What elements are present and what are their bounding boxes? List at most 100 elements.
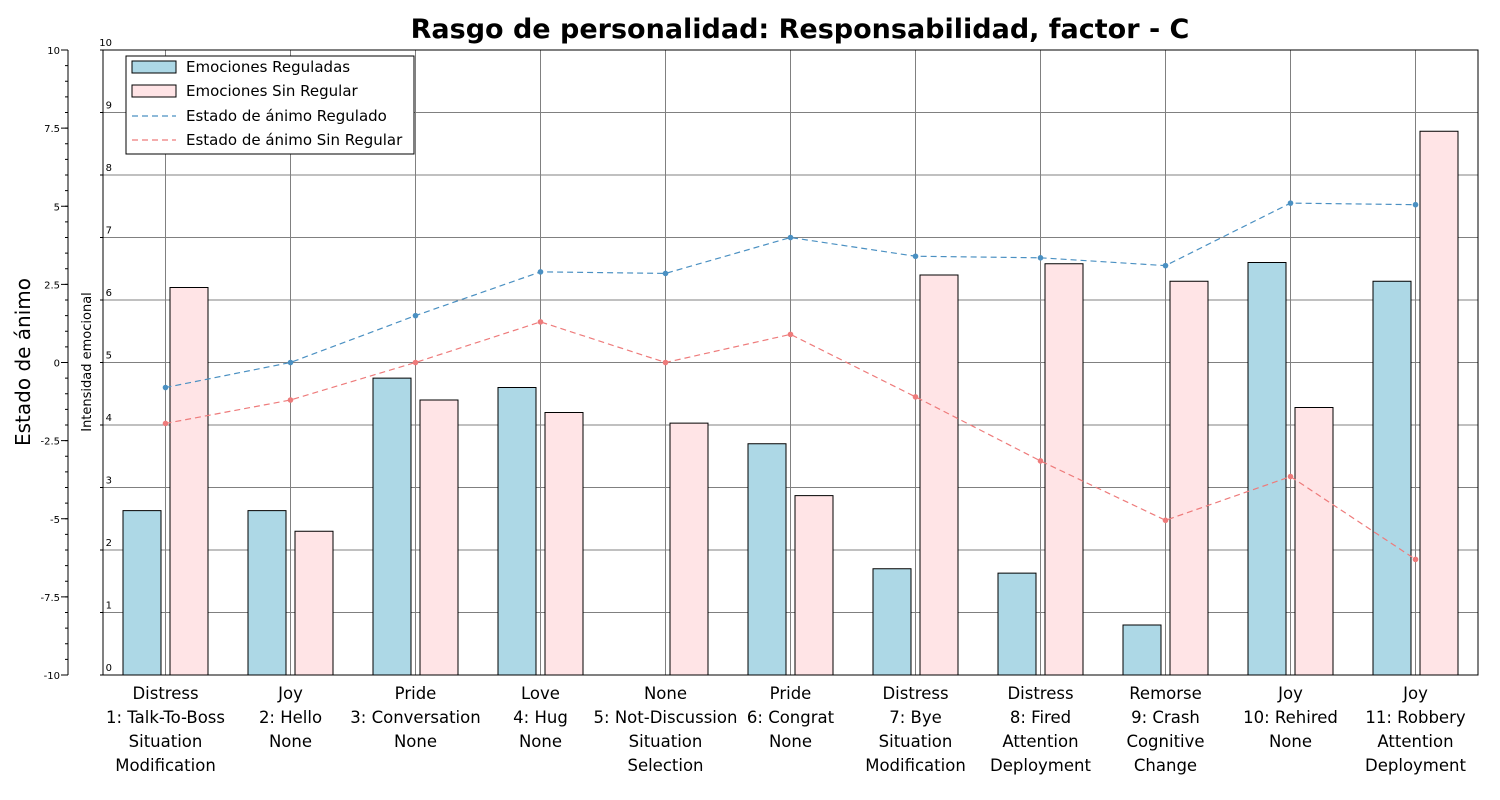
x-tick-label: 9: Crash xyxy=(1131,708,1200,727)
bar-unregulated xyxy=(1294,407,1334,676)
x-tick-label: Distress xyxy=(1007,684,1073,703)
x-tick-label: 7: Bye xyxy=(889,708,942,727)
x-tick-label: Joy xyxy=(277,684,303,703)
x-tick-label: Distress xyxy=(882,684,948,703)
x-tick-label: 2: Hello xyxy=(259,708,322,727)
x-tick-label: Cognitive xyxy=(1126,732,1204,751)
line-point xyxy=(787,331,794,338)
line-point xyxy=(1162,262,1169,269)
x-tick-label: Deployment xyxy=(990,756,1091,775)
x-tick-label: Attention xyxy=(1377,732,1453,751)
bar-regulated xyxy=(1247,262,1287,676)
chart-title: Rasgo de personalidad: Responsabilidad, … xyxy=(411,14,1190,45)
x-tick-label: None xyxy=(394,732,437,751)
bar-unregulated xyxy=(1044,263,1084,676)
x-tick-label: 3: Conversation xyxy=(350,708,480,727)
intensity-tick-label: 4 xyxy=(106,413,112,424)
bar-regulated xyxy=(997,572,1037,676)
legend: Emociones Reguladas Emociones Sin Regular… xyxy=(125,55,415,155)
x-tick-label: 4: Hug xyxy=(513,708,568,727)
mood-tick-label: 0 xyxy=(54,359,60,370)
x-tick-label: Remorse xyxy=(1129,684,1202,703)
intensity-tick-label: 5 xyxy=(106,351,112,362)
legend-label: Estado de ánimo Regulado xyxy=(186,107,387,125)
x-tick-label: 10: Rehired xyxy=(1243,708,1338,727)
bar-regulated xyxy=(1372,280,1412,676)
legend-label: Estado de ánimo Sin Regular xyxy=(186,131,403,149)
legend-label: Emociones Sin Regular xyxy=(186,82,359,100)
bar-regulated xyxy=(747,443,787,676)
bar-unregulated xyxy=(294,530,334,676)
x-tick-label: 8: Fired xyxy=(1010,708,1071,727)
x-tick-label: Pride xyxy=(770,684,812,703)
intensity-tick-label: 6 xyxy=(106,288,112,299)
legend-label: Emociones Reguladas xyxy=(186,58,350,76)
line-point xyxy=(1287,473,1294,480)
line-mood-unregulated xyxy=(165,321,1416,560)
x-tick-label: Joy xyxy=(1402,684,1428,703)
line-point xyxy=(1162,517,1169,524)
x-tick-label: None xyxy=(269,732,312,751)
bar-unregulated xyxy=(669,422,709,676)
mood-tick-label: 7.5 xyxy=(44,124,60,135)
legend-swatch-unregulated-bar xyxy=(131,84,177,98)
intensity-tick-label: 2 xyxy=(106,538,112,549)
intensity-tick-label: 7 xyxy=(106,226,112,237)
line-mood-regulated xyxy=(165,202,1416,389)
x-tick-label: Modification xyxy=(115,756,216,775)
line-point xyxy=(662,270,669,277)
x-tick-label: None xyxy=(1269,732,1312,751)
lines-group xyxy=(162,200,1419,563)
x-tick-label: Situation xyxy=(129,732,203,751)
x-tick-label: Change xyxy=(1134,756,1197,775)
x-tick-label: Modification xyxy=(865,756,966,775)
bar-unregulated xyxy=(919,274,959,676)
line-point xyxy=(912,253,919,260)
line-point xyxy=(662,359,669,366)
mood-tick-label: -2.5 xyxy=(40,437,60,448)
mood-tick-label: 2.5 xyxy=(44,280,60,291)
bar-regulated xyxy=(872,568,912,676)
y-axis-label-mood: Estado de ánimo xyxy=(11,278,35,446)
bar-unregulated xyxy=(1419,130,1459,676)
intensity-tick-label: 1 xyxy=(106,601,112,612)
mood-tick-label: -5 xyxy=(50,515,60,526)
line-point xyxy=(912,394,919,400)
bar-unregulated xyxy=(1169,280,1209,676)
line-point xyxy=(1287,200,1294,206)
x-tick-label: 6: Congrat xyxy=(747,708,835,727)
x-tick-label: None xyxy=(519,732,562,751)
line-point xyxy=(1037,458,1044,464)
x-tick-labels: Distress 1: Talk-To-Boss Situation Modifica… xyxy=(106,684,1466,775)
mood-tick-label: 10 xyxy=(47,46,60,57)
bar-unregulated xyxy=(794,495,834,676)
legend-swatch-regulated-bar xyxy=(131,60,177,74)
line-point xyxy=(537,269,544,275)
line-point xyxy=(1037,255,1044,261)
x-tick-label: 5: Not-Discussion xyxy=(594,708,738,727)
line-point xyxy=(412,359,419,366)
bars-group xyxy=(122,130,1459,676)
bar-regulated xyxy=(372,377,412,676)
x-tick-label: Selection xyxy=(627,756,703,775)
line-point xyxy=(787,234,794,241)
bar-unregulated xyxy=(169,287,209,676)
x-tick-label: None xyxy=(644,684,687,703)
bar-regulated xyxy=(497,387,537,676)
intensity-tick-label: 8 xyxy=(106,163,112,174)
x-tick-label: 1: Talk-To-Boss xyxy=(106,708,225,727)
line-point xyxy=(412,312,419,319)
x-tick-label: Situation xyxy=(879,732,953,751)
x-tick-label: Joy xyxy=(1277,684,1303,703)
line-point xyxy=(162,420,169,427)
x-tick-label: None xyxy=(769,732,812,751)
line-point xyxy=(287,359,294,366)
intensity-tick-label: 0 xyxy=(106,663,112,674)
x-tick-label: Deployment xyxy=(1365,756,1466,775)
intensity-tick-label: 9 xyxy=(106,101,112,112)
mood-tick-label: 5 xyxy=(54,202,60,213)
mood-tick-label: -10 xyxy=(44,671,60,682)
bar-unregulated xyxy=(544,412,584,676)
bar-unregulated xyxy=(419,399,459,676)
